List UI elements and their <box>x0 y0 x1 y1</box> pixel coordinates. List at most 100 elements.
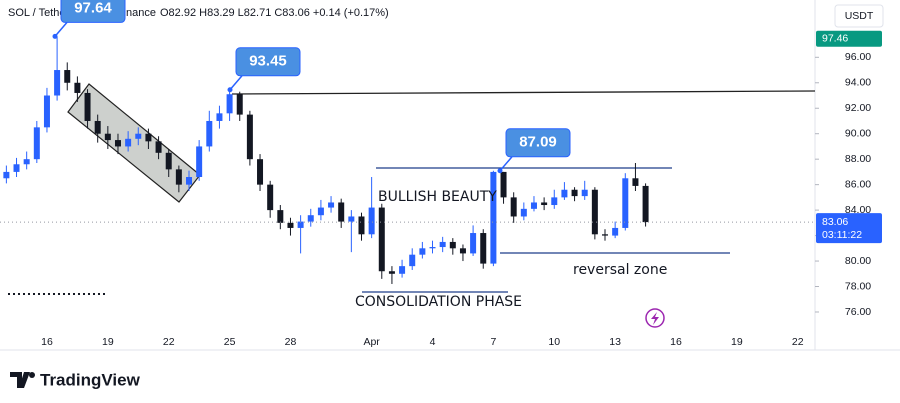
candle-body <box>43 95 50 128</box>
candle-body <box>480 233 487 264</box>
y-tick-label: 86.00 <box>845 178 871 190</box>
candle-body <box>287 222 294 228</box>
candle-body <box>358 216 365 235</box>
candle-body <box>419 248 426 255</box>
candle-body <box>551 197 558 206</box>
annotation-label: 87.09 <box>519 134 557 151</box>
resistance-line <box>231 90 816 95</box>
plot <box>3 36 649 284</box>
y-tick-label: 78.00 <box>845 280 871 292</box>
candle-body <box>307 215 314 222</box>
candle-body <box>561 189 568 198</box>
candle-body <box>338 202 345 222</box>
x-tick-label: 16 <box>670 336 682 348</box>
logo-icon <box>10 372 30 388</box>
candle-body <box>328 202 335 208</box>
candle-body <box>612 227 619 236</box>
candle-body <box>571 189 578 197</box>
candle-body <box>581 189 588 197</box>
candle-body <box>368 207 375 235</box>
y-tick-label: 76.00 <box>845 306 871 318</box>
candle-body <box>186 177 193 185</box>
y-tick-label: 88.00 <box>845 153 871 165</box>
y-tick-label: 94.00 <box>845 77 871 89</box>
candle-body <box>530 202 537 209</box>
candle-body <box>399 266 406 274</box>
annotation-point <box>227 87 233 93</box>
candle-body <box>439 241 446 248</box>
x-tick-label: 28 <box>285 336 297 348</box>
candle-body <box>3 171 10 179</box>
candle-body <box>74 82 81 93</box>
last-price: 83.06 <box>822 216 848 228</box>
annotation-box <box>235 47 301 77</box>
annotation-pointer <box>499 156 513 172</box>
candle-body <box>236 94 243 115</box>
candle-body <box>642 185 649 223</box>
x-tick-label: 22 <box>792 336 804 348</box>
annotation-label: 97.64 <box>74 0 112 16</box>
candle-body <box>541 202 548 206</box>
x-tick-label: 19 <box>102 336 114 348</box>
x-tick-label: 7 <box>490 336 496 348</box>
annotation-pointer <box>229 75 243 91</box>
candle-body <box>378 207 385 272</box>
candle-body <box>216 113 223 121</box>
candle-body <box>125 138 132 147</box>
candle-body <box>470 233 477 254</box>
brand: TradingView <box>40 370 141 389</box>
candle-body <box>196 146 203 178</box>
high-tag <box>816 30 882 47</box>
y-tick-label: 84.00 <box>845 204 871 216</box>
annotation-label: 93.45 <box>249 53 287 70</box>
annotation-point <box>52 33 58 39</box>
candle-body <box>257 159 264 185</box>
candle-body <box>114 140 121 147</box>
candle-body <box>165 152 172 170</box>
x-tick-label: 25 <box>224 336 236 348</box>
candle-body <box>145 133 152 142</box>
candle-body <box>459 248 466 254</box>
note: reversal zone <box>573 262 667 278</box>
candle-body <box>409 254 416 267</box>
y-tick-label: 90.00 <box>845 127 871 139</box>
candle-body <box>632 178 639 186</box>
x-tick-label: 4 <box>430 336 436 348</box>
candle-body <box>317 207 324 216</box>
candle-body <box>104 133 111 141</box>
x-tick-label: 13 <box>609 336 621 348</box>
x-tick-label: Apr <box>363 336 380 348</box>
candle-body <box>135 133 142 139</box>
y-tick-label: 96.00 <box>845 51 871 63</box>
candle-body <box>449 241 456 249</box>
candle-body <box>622 178 629 228</box>
note: BULLISH BEAUTY <box>378 189 497 205</box>
x-tick-label: 16 <box>41 336 53 348</box>
logo-dot <box>29 372 35 378</box>
note: CONSOLIDATION PHASE <box>355 294 522 310</box>
candle-body <box>429 247 436 249</box>
candle-body <box>602 234 609 236</box>
candle-body <box>226 94 233 114</box>
countdown: 03:11:22 <box>822 229 862 241</box>
ohlc: O82.92 H83.29 L82.71 C83.06 +0.14 (+0.17… <box>160 7 389 19</box>
currency-box <box>834 4 884 28</box>
candle-body <box>388 271 395 274</box>
x-tick-label: 22 <box>163 336 175 348</box>
y-tick-label: 80.00 <box>845 255 871 267</box>
annotation-point <box>497 168 503 174</box>
candle-body <box>246 114 253 160</box>
candle-body <box>500 171 507 198</box>
candle-body <box>277 210 284 223</box>
logo: TradingView <box>10 370 141 389</box>
annotation-pointer <box>54 21 68 37</box>
candle-body <box>490 171 497 264</box>
candle-body <box>84 92 91 121</box>
candle-body <box>175 169 182 185</box>
candle-body <box>94 120 101 134</box>
annotation-box <box>60 0 126 23</box>
candle-body <box>591 189 598 235</box>
candle-body <box>510 197 517 217</box>
